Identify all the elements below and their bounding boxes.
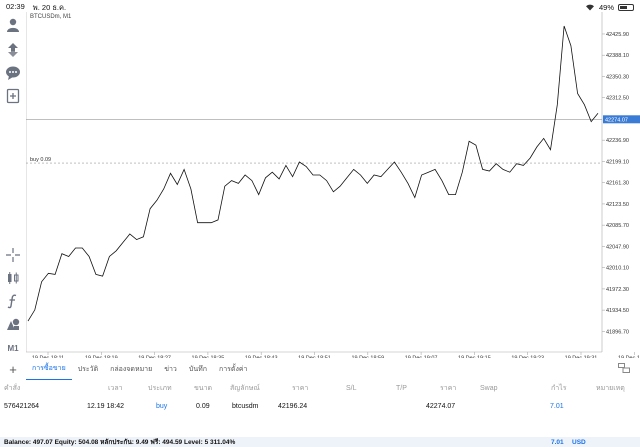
tab-history[interactable]: ประวัติ bbox=[77, 365, 99, 373]
y-axis-ticks: 42425.90 42388.10 42350.30 42312.50 42236.90… bbox=[602, 32, 629, 335]
add-icon[interactable]: + bbox=[9, 361, 17, 377]
chart-symbol-label: BTCUSDm, M1 bbox=[30, 14, 72, 20]
x-tick-label: 19 Dec 18:59 bbox=[351, 356, 384, 359]
header-size: ขนาด bbox=[194, 384, 213, 392]
y-tick-label: 42312.50 bbox=[606, 96, 629, 102]
header-swap: Swap bbox=[480, 384, 498, 392]
tab-news[interactable]: ข่าว bbox=[164, 365, 177, 373]
battery-icon bbox=[618, 4, 634, 11]
x-tick-label: 19 Dec 18:51 bbox=[298, 356, 331, 359]
objects-icon[interactable] bbox=[4, 315, 22, 333]
y-tick-label: 42161.30 bbox=[606, 181, 629, 187]
header-comment: หมายเหตุ bbox=[596, 384, 625, 392]
price-series-line bbox=[27, 25, 599, 322]
header-sl: S/L bbox=[346, 384, 357, 392]
tab-trade[interactable]: การซื้อขาย bbox=[26, 358, 72, 380]
balance-currency: USD bbox=[572, 438, 586, 446]
chart-canvas[interactable]: 42425.90 42388.10 42350.30 42312.50 42236.90… bbox=[26, 12, 640, 358]
tab-mailbox[interactable]: กล่องจดหมาย bbox=[110, 365, 153, 373]
price-chart[interactable]: 42425.90 42388.10 42350.30 42312.50 42236.90… bbox=[26, 12, 640, 358]
chat-icon[interactable] bbox=[4, 64, 22, 82]
y-tick-label: 42236.90 bbox=[606, 138, 629, 144]
y-tick-label: 42388.10 bbox=[606, 53, 629, 59]
row-current-price: 42274.07 bbox=[426, 402, 456, 410]
trade-icon[interactable] bbox=[4, 41, 22, 59]
y-tick-label: 42047.90 bbox=[606, 244, 629, 250]
status-time: 02:39 bbox=[6, 1, 25, 11]
wifi-icon bbox=[585, 3, 595, 13]
balance-summary: Balance: 497.07 Equity: 504.08 หลักประกั… bbox=[4, 439, 236, 446]
status-date: พ. 20 ธ.ค. bbox=[32, 2, 67, 12]
y-tick-label: 42199.10 bbox=[606, 159, 629, 165]
header-symbol: สัญลักษณ์ bbox=[230, 384, 260, 392]
x-tick-label: 19 Dec 18:11 bbox=[32, 356, 64, 359]
crosshair-icon[interactable] bbox=[4, 246, 22, 264]
row-open-price: 42196.24 bbox=[278, 402, 308, 410]
new-order-icon[interactable] bbox=[4, 87, 22, 105]
header-profit: กำไร bbox=[551, 384, 567, 392]
header-tp: T/P bbox=[396, 384, 407, 392]
current-price-tag: 42274.07 bbox=[603, 115, 640, 124]
x-tick-label: 19 Dec 19:07 bbox=[405, 356, 438, 359]
layout-icon[interactable] bbox=[618, 362, 630, 376]
x-tick-label: 19 Dec 19:39 bbox=[618, 356, 640, 359]
header-current-price: ราคา bbox=[440, 384, 457, 392]
y-tick-label: 42085.70 bbox=[606, 223, 629, 229]
row-profit: 7.01 bbox=[550, 402, 564, 410]
timeframe-button[interactable]: M1 bbox=[7, 343, 19, 353]
status-bar: 02:39 พ. 20 ธ.ค. 49% bbox=[0, 0, 640, 15]
y-tick-label: 42123.50 bbox=[606, 202, 629, 208]
y-tick-label: 42010.10 bbox=[606, 266, 629, 272]
x-axis-ticks: 19 Dec 18:11 19 Dec 18:19 19 Dec 18:27 19 D… bbox=[32, 352, 640, 358]
header-order: คำสั่ง bbox=[4, 384, 21, 392]
buy-line-label: buy 0.09 bbox=[30, 157, 51, 163]
x-tick-label: 19 Dec 18:43 bbox=[245, 356, 278, 359]
y-tick-label: 41896.70 bbox=[606, 329, 629, 335]
battery-percent: 49% bbox=[598, 3, 614, 12]
function-icon[interactable] bbox=[4, 292, 22, 310]
row-order: 576421264 bbox=[4, 402, 40, 410]
terminal-tabs: + การซื้อขาย ประวัติ กล่องจดหมาย ข่าว บั… bbox=[0, 358, 640, 380]
y-tick-label: 41972.30 bbox=[606, 287, 629, 293]
y-tick-label: 42350.30 bbox=[606, 74, 629, 80]
x-tick-label: 19 Dec 19:23 bbox=[511, 356, 544, 359]
balance-profit: 7.01 bbox=[551, 438, 564, 446]
position-row[interactable]: 576421264 12.19 18:42 buy 0.09 btcusdm 4… bbox=[0, 396, 640, 416]
header-time: เวลา bbox=[108, 384, 123, 392]
current-price-tag-text: 42274.07 bbox=[605, 117, 628, 123]
x-tick-label: 19 Dec 19:31 bbox=[565, 356, 598, 359]
balance-bar: Balance: 497.07 Equity: 504.08 หลักประกั… bbox=[0, 437, 640, 447]
user-icon[interactable] bbox=[4, 16, 22, 34]
header-type: ประเภท bbox=[148, 384, 172, 392]
x-tick-label: 19 Dec 19:15 bbox=[458, 356, 491, 359]
header-price: ราคา bbox=[292, 384, 309, 392]
x-tick-label: 19 Dec 18:35 bbox=[192, 356, 225, 359]
left-toolbar: M1 bbox=[0, 12, 26, 358]
indicators-icon[interactable] bbox=[4, 269, 22, 287]
row-type: buy bbox=[156, 402, 168, 410]
x-tick-label: 19 Dec 18:27 bbox=[138, 356, 171, 359]
y-tick-label: 42425.90 bbox=[606, 32, 629, 38]
row-size: 0.09 bbox=[196, 402, 210, 410]
row-time: 12.19 18:42 bbox=[87, 402, 124, 410]
row-symbol: btcusdm bbox=[232, 402, 259, 410]
tab-settings[interactable]: การตั้งค่า bbox=[218, 365, 248, 373]
x-tick-label: 19 Dec 18:19 bbox=[85, 356, 118, 359]
trade-table-header: คำสั่ง เวลา ประเภท ขนาด สัญลักษณ์ ราคา S… bbox=[0, 380, 640, 396]
y-tick-label: 41934.50 bbox=[606, 308, 629, 314]
tab-journal[interactable]: บันทึก bbox=[188, 365, 207, 373]
